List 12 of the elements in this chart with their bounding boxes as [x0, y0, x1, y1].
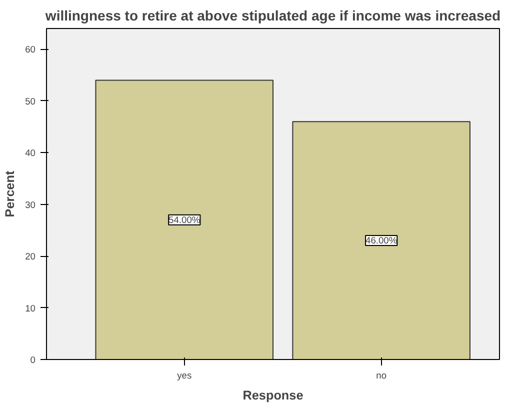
y-tick-label: 20 — [25, 252, 36, 262]
y-tick-label: 60 — [25, 44, 36, 55]
x-axis-title: Response — [242, 388, 304, 402]
y-tick-label: 50 — [25, 96, 36, 106]
x-tick-label: no — [376, 370, 387, 380]
x-tick-label: yes — [177, 370, 192, 380]
y-tick-label: 10 — [25, 303, 36, 314]
y-tick-label: 0 — [30, 355, 36, 365]
y-tick-label: 40 — [25, 148, 36, 158]
y-tick-label: 30 — [25, 200, 36, 210]
y-axis-title: Percent — [3, 170, 18, 218]
chart-title: willingness to retire at above stipulated age if income was increased — [44, 8, 501, 24]
